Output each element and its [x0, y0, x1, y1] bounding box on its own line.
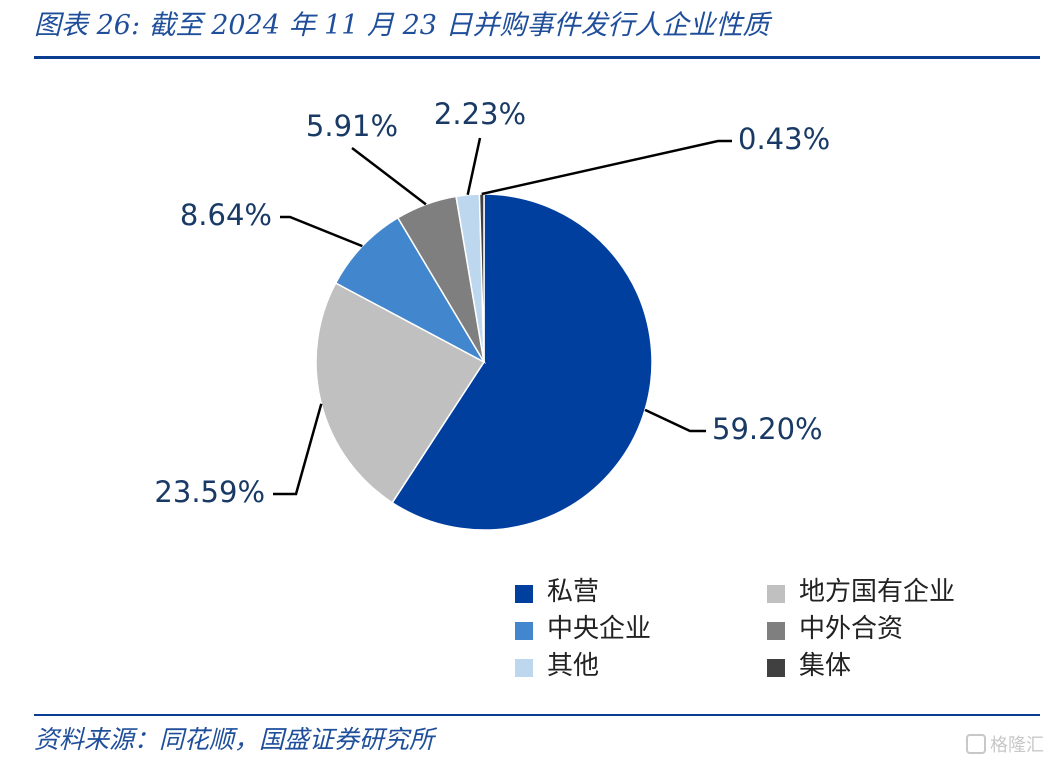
legend-label: 地方国有企业	[799, 577, 956, 607]
legend-label: 中外合资	[799, 614, 904, 644]
source-note: 资料来源：同花顺，国盛证券研究所	[34, 725, 435, 754]
legend-label: 其他	[547, 651, 600, 681]
legend-swatch	[515, 622, 533, 640]
leader-line	[466, 137, 482, 196]
leader-line	[280, 215, 363, 248]
legend-swatch	[515, 585, 533, 603]
data-label: 2.23%	[434, 97, 526, 131]
legend-swatch	[767, 622, 785, 640]
title-divider	[34, 56, 1040, 59]
data-label: 0.43%	[738, 122, 830, 156]
pie-slice	[334, 216, 487, 364]
leader-line	[481, 139, 732, 196]
leader-line	[644, 408, 706, 433]
data-label: 8.64%	[180, 198, 272, 232]
legend-swatch	[515, 659, 533, 677]
watermark: 格隆汇	[966, 732, 1044, 760]
data-label: 5.91%	[306, 109, 398, 143]
legend-swatch	[767, 659, 785, 677]
legend-label: 私营	[547, 577, 600, 607]
legend-swatch	[767, 585, 785, 603]
pie-slices	[315, 193, 653, 531]
data-labels: 59.20% 23.59% 8.64% 5.91% 2.23% 0.43%	[154, 97, 830, 509]
watermark-text: 格隆汇	[990, 735, 1044, 756]
leader-lines	[273, 137, 732, 496]
legend-label: 集体	[799, 651, 852, 681]
data-label: 59.20%	[712, 412, 823, 446]
data-label: 23.59%	[154, 475, 265, 509]
legend-label: 中央企业	[547, 614, 652, 644]
pie-slice	[391, 193, 653, 531]
leader-line	[273, 403, 323, 496]
source-divider	[34, 714, 1040, 716]
watermark-logo-icon	[966, 734, 986, 754]
chart-title: 图表 26: 截至 2024 年 11 月 23 日并购事件发行人企业性质	[34, 10, 770, 41]
leader-line	[351, 147, 427, 206]
